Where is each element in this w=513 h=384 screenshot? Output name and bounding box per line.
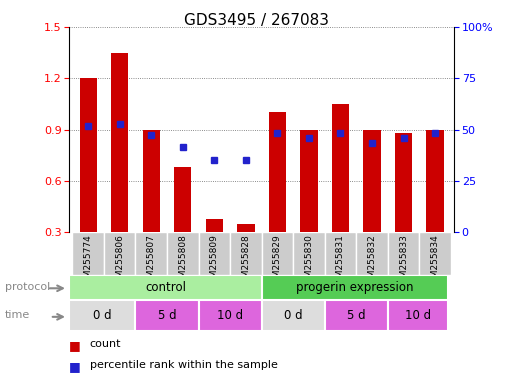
Text: percentile rank within the sample: percentile rank within the sample: [90, 360, 278, 370]
Bar: [426, 129, 444, 232]
Text: GSM255807: GSM255807: [147, 234, 156, 289]
Text: count: count: [90, 339, 121, 349]
Bar: [111, 53, 128, 232]
Bar: [332, 104, 349, 232]
Text: 5 d: 5 d: [157, 309, 176, 322]
Text: GSM255833: GSM255833: [399, 234, 408, 289]
Text: GSM255830: GSM255830: [304, 234, 313, 289]
Text: 10 d: 10 d: [405, 309, 431, 322]
Text: 0 d: 0 d: [93, 309, 112, 322]
Text: GSM255806: GSM255806: [115, 234, 124, 289]
Bar: [199, 232, 230, 275]
Bar: [363, 129, 381, 232]
Bar: [262, 275, 448, 300]
Text: GSM255828: GSM255828: [241, 234, 250, 289]
Text: progerin expression: progerin expression: [296, 281, 413, 293]
Bar: [230, 232, 262, 275]
Text: GSM255809: GSM255809: [210, 234, 219, 289]
Bar: [325, 300, 388, 331]
Bar: [388, 300, 448, 331]
Bar: [262, 300, 325, 331]
Text: GSM255831: GSM255831: [336, 234, 345, 289]
Text: control: control: [145, 281, 186, 293]
Bar: [269, 113, 286, 232]
Bar: [388, 232, 419, 275]
Bar: [300, 129, 318, 232]
Bar: [72, 232, 104, 275]
Text: GDS3495 / 267083: GDS3495 / 267083: [184, 13, 329, 28]
Bar: [69, 275, 262, 300]
Bar: [419, 232, 451, 275]
Text: 0 d: 0 d: [284, 309, 303, 322]
Text: ■: ■: [69, 360, 81, 373]
Text: ■: ■: [69, 339, 81, 352]
Text: GSM255829: GSM255829: [273, 234, 282, 289]
Bar: [395, 133, 412, 232]
Bar: [199, 300, 262, 331]
Text: 10 d: 10 d: [217, 309, 243, 322]
Bar: [174, 167, 191, 232]
Bar: [167, 232, 199, 275]
Bar: [135, 232, 167, 275]
Bar: [104, 232, 135, 275]
Bar: [237, 224, 254, 232]
Bar: [143, 129, 160, 232]
Text: GSM255774: GSM255774: [84, 234, 93, 289]
Text: GSM255808: GSM255808: [179, 234, 187, 289]
Text: GSM255832: GSM255832: [367, 234, 377, 289]
Bar: [262, 232, 293, 275]
Bar: [293, 232, 325, 275]
Text: GSM255834: GSM255834: [430, 234, 440, 289]
Bar: [80, 78, 97, 232]
Bar: [135, 300, 199, 331]
Bar: [356, 232, 388, 275]
Text: time: time: [5, 310, 30, 320]
Bar: [325, 232, 356, 275]
Text: 5 d: 5 d: [347, 309, 366, 322]
Bar: [206, 218, 223, 232]
Text: protocol: protocol: [5, 282, 50, 292]
Bar: [69, 300, 135, 331]
